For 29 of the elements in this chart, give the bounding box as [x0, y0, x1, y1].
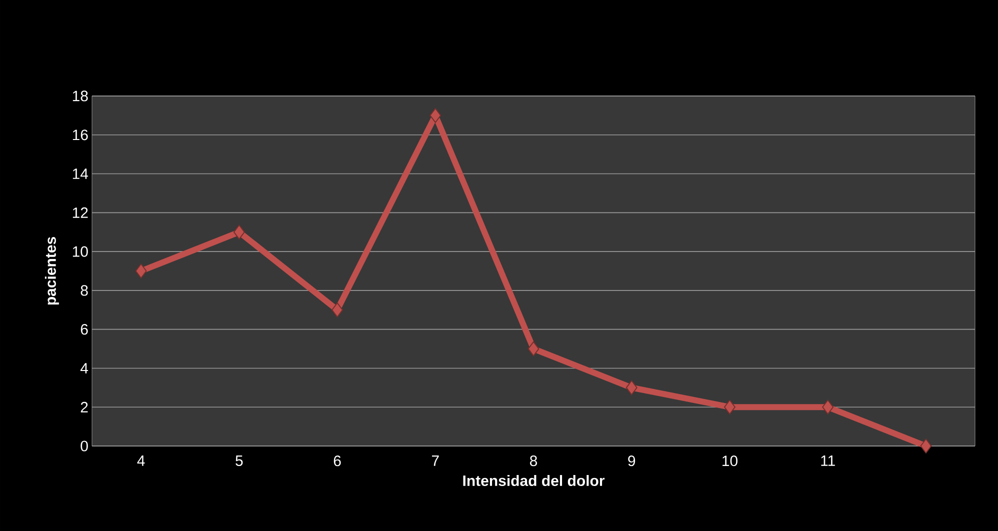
point: [920, 438, 932, 454]
y-tick-label: 0: [80, 440, 88, 452]
x-tick-label: 4: [137, 456, 145, 466]
y-tick-label: 2: [80, 402, 88, 412]
x-tick-label: 5: [236, 456, 243, 466]
y-tick-label: 8: [80, 285, 88, 296]
y-tick-label: 4: [80, 363, 88, 374]
y-tick-label: 18: [72, 90, 88, 102]
y-tick-label: 10: [72, 246, 88, 257]
x-tick-label: 7: [432, 456, 439, 466]
y-tick-label: 6: [80, 324, 88, 335]
y-tick-label: 16: [72, 130, 88, 140]
y-tick-label: 12: [72, 207, 88, 218]
x-axis-title: Intensidad del dolor: [463, 475, 605, 486]
y-tick-label: 14: [72, 168, 88, 179]
x-tick-label: 8: [530, 456, 538, 466]
x-tick-label: 10: [722, 456, 738, 466]
x-tick-label: 9: [628, 456, 636, 466]
point: [724, 400, 736, 415]
point: [528, 341, 540, 356]
point: [135, 264, 147, 278]
point: [332, 302, 344, 318]
point: [626, 380, 638, 396]
point: [233, 224, 245, 240]
point: [430, 108, 442, 123]
x-tick-label: 6: [334, 456, 341, 466]
point: [822, 400, 834, 415]
x-tick-label: 11: [821, 456, 835, 466]
y-axis-title: pacientes: [44, 237, 59, 305]
